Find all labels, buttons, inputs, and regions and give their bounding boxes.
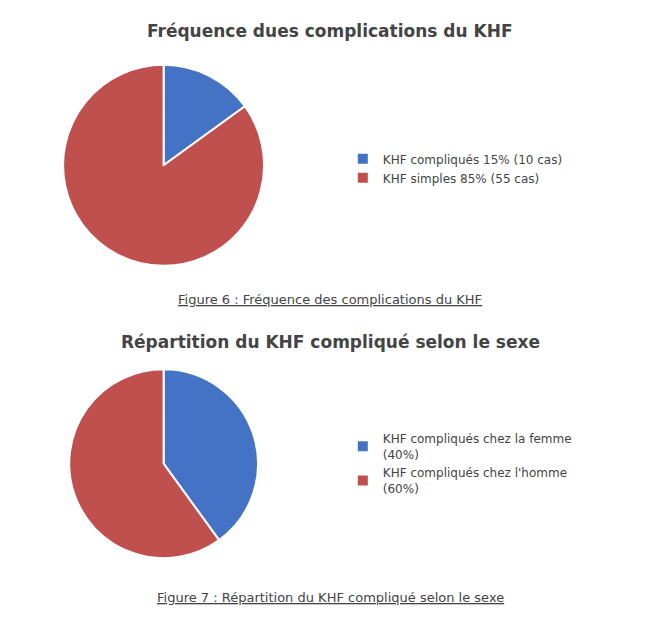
svg-text:KHF simples 85% (55 cas): KHF simples 85% (55 cas) <box>383 172 539 186</box>
svg-text:KHF compliqués chez l'homme(60: KHF compliqués chez l'homme(60%) <box>383 466 567 496</box>
svg-text:KHF compliqués 15% (10 cas): KHF compliqués 15% (10 cas) <box>383 153 562 167</box>
svg-text:KHF compliqués chez la femme(4: KHF compliqués chez la femme(40%) <box>383 432 572 462</box>
svg-text:Figure 6 : Fréquence des compl: Figure 6 : Fréquence des complications d… <box>178 292 482 307</box>
svg-text:Fréquence dues complications d: Fréquence dues complications du KHF <box>147 21 513 41</box>
svg-text:Répartition du KHF compliqué s: Répartition du KHF compliqué selon le se… <box>121 332 540 352</box>
svg-text:Figure 7 : Répartition du KHF: Figure 7 : Répartition du KHF compliqué … <box>157 590 504 605</box>
